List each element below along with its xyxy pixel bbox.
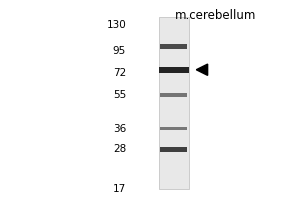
Bar — [160, 147, 187, 152]
Bar — [160, 44, 187, 49]
Text: m.cerebellum: m.cerebellum — [175, 9, 256, 22]
Text: 17: 17 — [113, 184, 126, 194]
Bar — [160, 127, 187, 130]
Bar — [159, 67, 189, 73]
Text: 28: 28 — [113, 144, 126, 154]
Text: 55: 55 — [113, 90, 126, 100]
Text: 130: 130 — [106, 20, 126, 30]
Text: 95: 95 — [113, 46, 126, 56]
Text: 72: 72 — [113, 68, 126, 78]
Bar — [159, 17, 189, 189]
Bar — [160, 93, 187, 97]
Polygon shape — [196, 64, 208, 75]
Text: 36: 36 — [113, 124, 126, 134]
